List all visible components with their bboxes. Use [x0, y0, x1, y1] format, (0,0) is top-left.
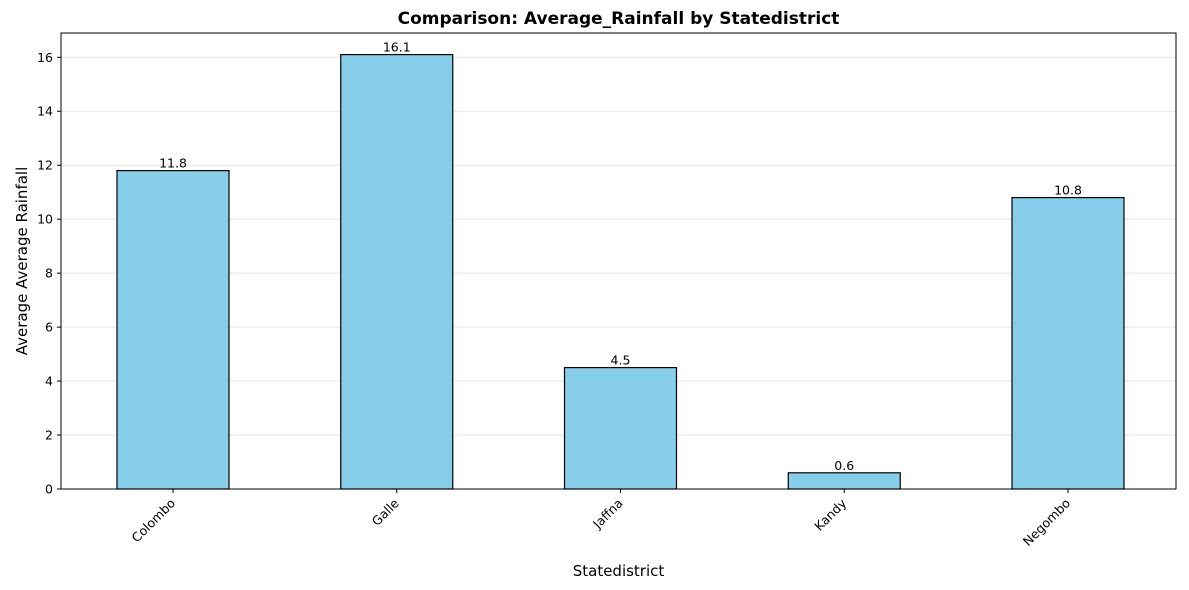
plot-frame [60, 32, 1177, 490]
bar-jaffna [563, 366, 678, 490]
x-tick-label: Colombo [128, 496, 178, 546]
data-label: 11.8 [159, 156, 187, 171]
y-tick-label: 14 [37, 104, 53, 119]
y-tick-label: 4 [45, 374, 53, 389]
data-label: 16.1 [383, 40, 411, 55]
data-label: 10.8 [1054, 183, 1082, 198]
y-tick-label: 8 [45, 266, 53, 281]
y-tick-label: 6 [45, 320, 53, 335]
data-label: 4.5 [611, 353, 631, 368]
bar-colombo [116, 170, 230, 490]
bar-kandy [787, 472, 901, 490]
y-tick-label: 16 [37, 50, 53, 65]
y-tick-label: 0 [45, 482, 53, 497]
y-tick-label: 12 [37, 158, 53, 173]
data-labels: 11.8 16.1 4.5 0.6 10.8 [159, 40, 1082, 473]
x-tick-label: Galle [369, 495, 402, 528]
y-axis: 0 2 4 6 8 10 12 14 16 [37, 50, 61, 497]
y-axis-label: Average Average Rainfall [13, 167, 31, 356]
x-tick-label: Negombo [1020, 496, 1073, 549]
bar-galle [340, 53, 454, 490]
x-axis-label: Statedistrict [573, 562, 665, 580]
y-tick-label: 2 [45, 428, 53, 443]
y-tick-label: 10 [37, 212, 53, 227]
data-label: 0.6 [834, 458, 854, 473]
bar-negombo [1011, 196, 1125, 490]
x-tick-label: Kandy [811, 495, 850, 534]
grid-lines [61, 56, 1176, 436]
chart-title: Comparison: Average_Rainfall by Statedis… [398, 9, 840, 29]
bars [116, 53, 1125, 490]
x-axis: Colombo Galle Jaffna Kandy Negombo [128, 489, 1073, 549]
x-tick-label: Jaffna [589, 496, 625, 532]
